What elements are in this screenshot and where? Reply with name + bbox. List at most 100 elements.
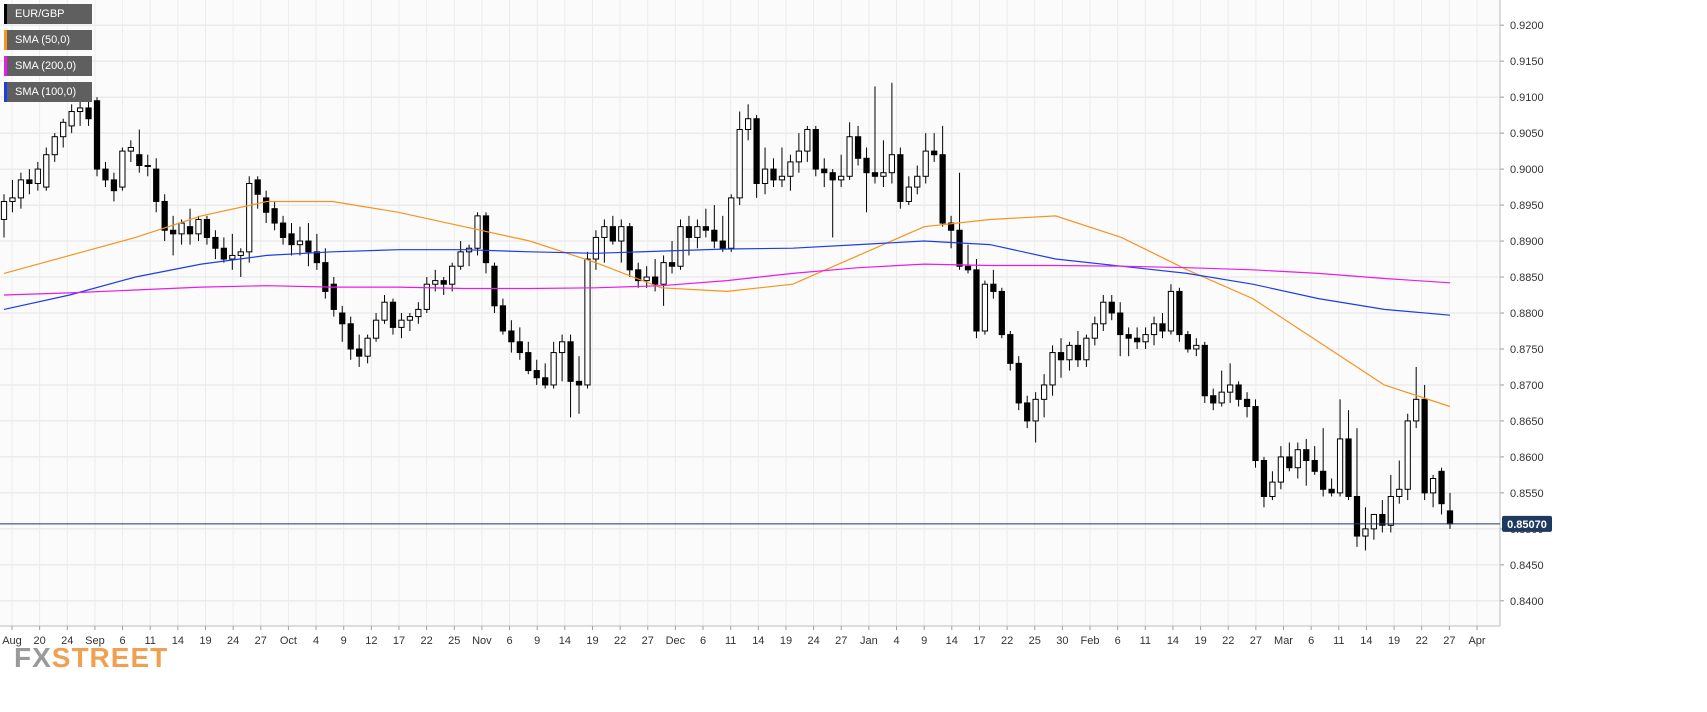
candle-bearish	[1108, 301, 1115, 314]
candle-bearish	[702, 226, 709, 231]
x-tick-label: 17	[973, 635, 985, 647]
x-tick-label: 11	[1140, 635, 1151, 647]
candle-bullish	[432, 280, 439, 285]
candle-bullish	[229, 254, 236, 260]
y-tick-label: 0.9000	[1510, 164, 1544, 176]
candle-bearish	[1184, 334, 1191, 350]
candle-bullish	[51, 136, 58, 156]
legend-item-eurgbp[interactable]: EUR/GBP	[4, 4, 92, 24]
candle-bullish	[728, 197, 735, 249]
x-tick-label: 24	[807, 635, 819, 647]
candle-bearish	[770, 168, 777, 181]
candle-bullish	[787, 161, 794, 177]
candle-bearish	[829, 172, 836, 181]
candle-bearish	[482, 215, 490, 264]
candle-bullish	[736, 129, 743, 199]
candle-bearish	[170, 229, 177, 235]
x-tick-label: Mar	[1274, 635, 1293, 647]
candle-bearish	[609, 226, 616, 242]
candle-bearish	[212, 236, 219, 249]
candle-bullish	[888, 154, 896, 174]
y-tick-label: 0.8700	[1510, 380, 1544, 392]
candle-bearish	[330, 283, 337, 310]
x-tick-label: 6	[700, 635, 706, 647]
candle-bearish	[956, 229, 963, 267]
x-tick-label: 22	[614, 635, 626, 647]
candle-bullish	[981, 283, 989, 332]
y-tick-label: 0.9100	[1510, 92, 1544, 104]
candle-bearish	[220, 247, 227, 260]
candle-bearish	[102, 168, 109, 181]
candle-bearish	[271, 208, 278, 224]
candle-bullish	[1032, 398, 1039, 422]
candle-bullish	[449, 265, 456, 285]
y-tick-label: 0.9200	[1510, 20, 1544, 32]
candle-bearish	[1057, 352, 1065, 361]
candle-bullish	[838, 175, 845, 181]
series-line-sma-100-0	[3, 240, 1451, 316]
x-tick-label: 6	[1115, 635, 1121, 647]
y-tick-label: 0.8900	[1510, 236, 1544, 248]
last-price-label: 0.85070	[1507, 519, 1547, 531]
x-tick-label: Apr	[1468, 635, 1485, 647]
candle-bearish	[263, 197, 270, 213]
candle-bullish	[296, 240, 304, 246]
candle-bearish	[871, 172, 879, 177]
legend-swatch	[4, 30, 7, 50]
candle-bullish	[584, 258, 591, 386]
x-tick-label: 27	[1250, 635, 1262, 647]
candle-bearish	[288, 233, 295, 246]
candle-bullish	[846, 136, 853, 177]
candle-bullish	[34, 168, 41, 184]
x-tick-label: 11	[144, 635, 155, 647]
candle-bullish	[1269, 481, 1276, 497]
candle-bullish	[643, 276, 650, 282]
chart-legend: EUR/GBP SMA (50,0) SMA (200,0) SMA (100,…	[4, 4, 92, 108]
x-tick-label: 24	[227, 635, 239, 647]
logo-fx: FX	[14, 642, 52, 673]
candle-bullish	[364, 337, 371, 357]
x-tick-label: 19	[1194, 635, 1206, 647]
x-tick-label: 25	[448, 635, 460, 647]
candle-bullish	[558, 341, 566, 354]
x-tick-label: 25	[1029, 635, 1041, 647]
legend-item-sma200[interactable]: SMA (200,0)	[4, 56, 92, 76]
legend-item-sma100[interactable]: SMA (100,0)	[4, 82, 92, 102]
y-tick-label: 0.8950	[1510, 200, 1544, 212]
y-tick-label: 0.8600	[1510, 452, 1544, 464]
x-tick-label: 6	[1308, 635, 1314, 647]
candle-bearish	[1176, 290, 1183, 336]
candle-bearish	[652, 276, 659, 285]
candle-bearish	[1446, 510, 1454, 525]
x-tick-label: 9	[534, 635, 540, 647]
candle-bearish	[525, 352, 532, 372]
candle-bullish	[1040, 384, 1048, 400]
candle-bearish	[533, 370, 540, 379]
candle-bearish	[964, 265, 972, 271]
candle-bearish	[626, 226, 633, 271]
candle-bearish	[491, 265, 498, 307]
candle-bullish	[1294, 449, 1301, 469]
candle-bearish	[85, 107, 92, 120]
candle-bearish	[1286, 456, 1293, 469]
x-tick-label: 14	[172, 635, 184, 647]
x-tick-label: 19	[780, 635, 792, 647]
candle-bearish	[516, 341, 523, 354]
candle-bullish	[1142, 334, 1149, 343]
candle-bullish	[144, 164, 151, 167]
x-tick-label: 22	[1001, 635, 1013, 647]
x-tick-label: 27	[642, 635, 654, 647]
candle-bearish	[897, 154, 904, 202]
candle-bullish	[592, 236, 600, 260]
candle-bullish	[804, 129, 811, 152]
x-tick-label: 22	[1222, 635, 1234, 647]
legend-item-sma50[interactable]: SMA (50,0)	[4, 30, 92, 50]
candle-bullish	[778, 175, 786, 181]
candle-bullish	[1387, 495, 1394, 526]
candle-bearish	[863, 157, 870, 174]
candle-bullish	[1150, 323, 1158, 336]
legend-label: SMA (200,0)	[15, 60, 77, 72]
y-tick-label: 0.8550	[1510, 488, 1544, 500]
candle-bullish	[694, 226, 701, 238]
